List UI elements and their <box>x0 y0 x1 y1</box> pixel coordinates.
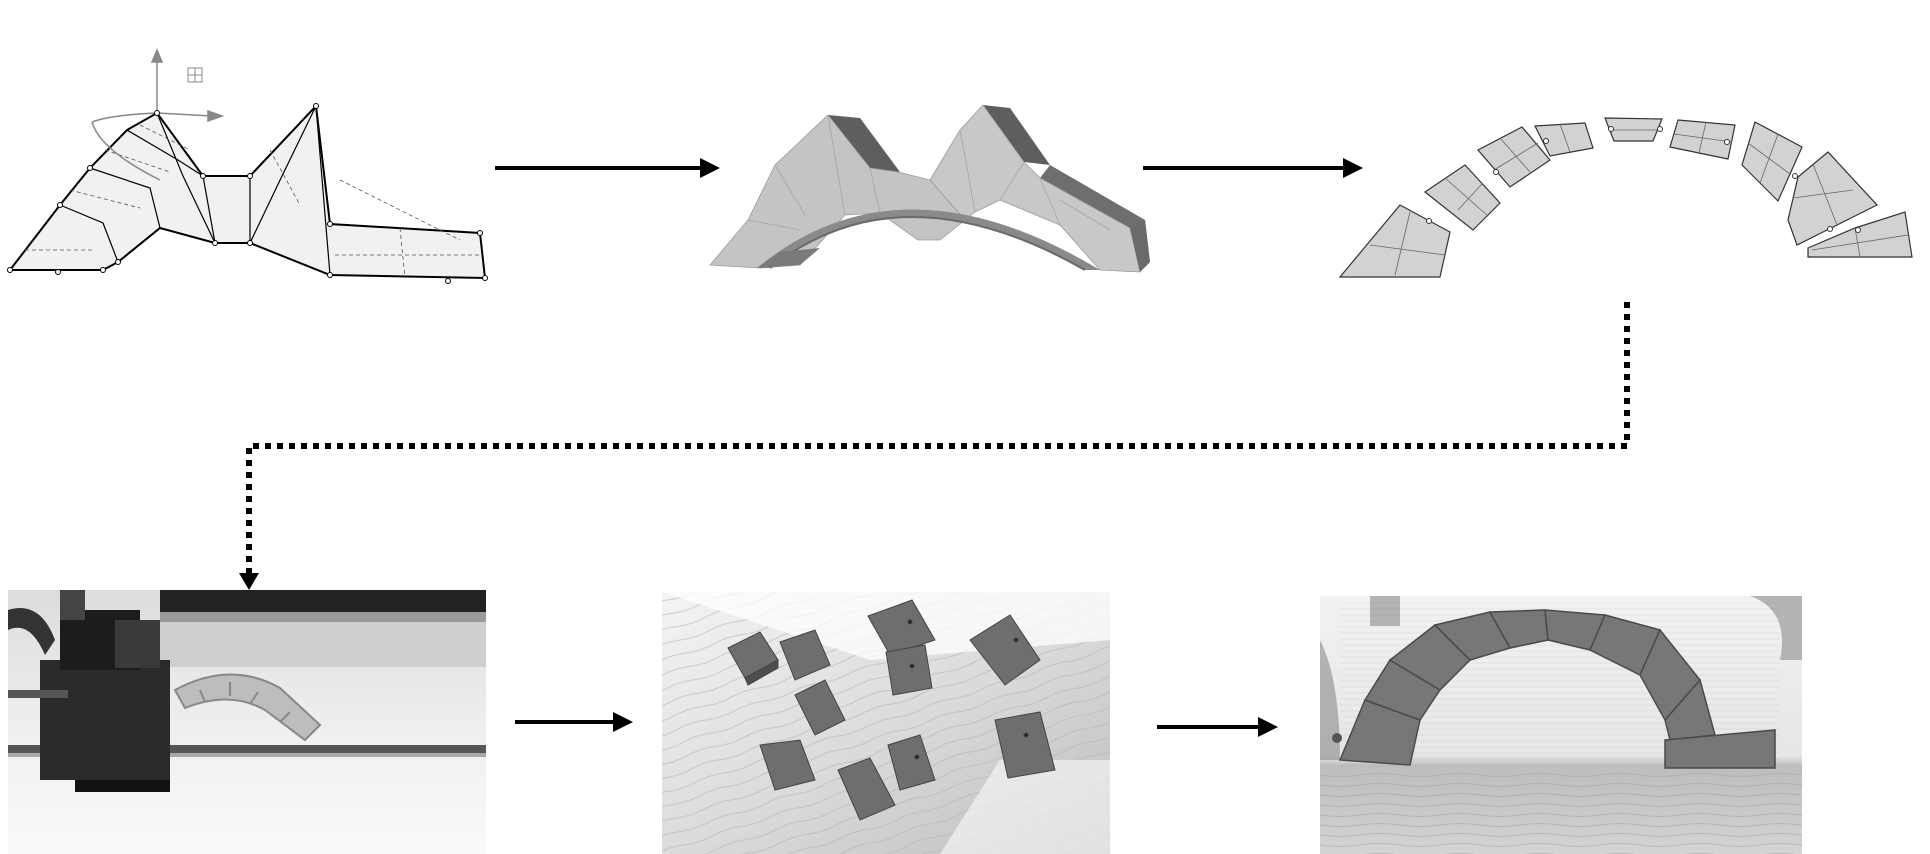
3d-printer-photo <box>8 590 486 854</box>
printed-block <box>779 629 831 681</box>
printed-block <box>759 739 816 791</box>
printed-block <box>885 644 933 696</box>
printed-block <box>969 614 1041 686</box>
solid-model-panel <box>709 104 1150 273</box>
voussoir-block <box>1338 204 1451 278</box>
printed-block <box>887 734 936 791</box>
printed-block <box>727 631 779 686</box>
connector-dotted-arrow <box>239 302 1630 590</box>
segmented-voussoirs-panel <box>1338 117 1913 278</box>
voussoir-block <box>1477 126 1551 188</box>
axis-gizmo-icon <box>91 48 225 181</box>
wireframe-surface <box>7 103 487 280</box>
printed-blocks-photo <box>662 592 1110 854</box>
voussoir-block <box>1807 211 1913 258</box>
printed-block <box>837 757 896 821</box>
voussoir-block <box>1423 164 1501 231</box>
printed-block <box>794 679 846 736</box>
assembled-arch-photo <box>1320 596 1802 854</box>
connector-arrow-4 <box>515 712 633 732</box>
connector-arrow-2 <box>1143 158 1363 178</box>
connector-arrow-1 <box>495 158 720 178</box>
voussoir-block <box>1604 117 1663 142</box>
printed-block <box>994 711 1056 779</box>
voussoir-block <box>1534 122 1594 157</box>
voussoir-block <box>1787 151 1878 246</box>
wireframe-design-panel <box>7 48 488 284</box>
connector-arrow-5 <box>1157 717 1278 737</box>
voussoir-block <box>1741 121 1803 203</box>
printed-block <box>867 599 936 656</box>
voussoir-block <box>1669 119 1736 160</box>
